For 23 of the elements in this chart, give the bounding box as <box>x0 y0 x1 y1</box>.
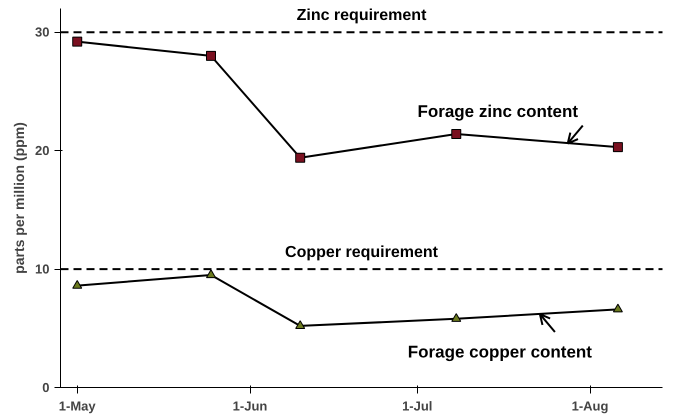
point <box>451 313 462 322</box>
point <box>72 36 82 47</box>
x-tick-label: 1-Jul <box>402 398 432 414</box>
ref-line-label: Copper requirement <box>285 244 439 262</box>
x-tick-label: 1-May <box>58 398 96 414</box>
y-tick-label: 30 <box>35 24 50 40</box>
point <box>451 129 462 140</box>
y-tick-label: 20 <box>35 143 50 158</box>
x-tick-label: 1-Jun <box>232 398 268 414</box>
x-tick-label: 1-Aug <box>572 398 609 414</box>
point <box>206 50 216 61</box>
ref-line-label: Zinc requirement <box>296 7 428 24</box>
point <box>612 304 623 312</box>
point <box>295 320 306 330</box>
point <box>612 142 623 152</box>
y-tick-label: 10 <box>35 262 50 277</box>
y-tick-label: 0 <box>42 380 50 395</box>
point <box>72 280 82 289</box>
annotation: Forage zinc content <box>417 102 578 122</box>
annotation: Forage copper content <box>408 342 592 362</box>
point <box>206 269 216 278</box>
point <box>295 152 306 163</box>
y-axis-title: parts per million (ppm) <box>11 122 28 274</box>
